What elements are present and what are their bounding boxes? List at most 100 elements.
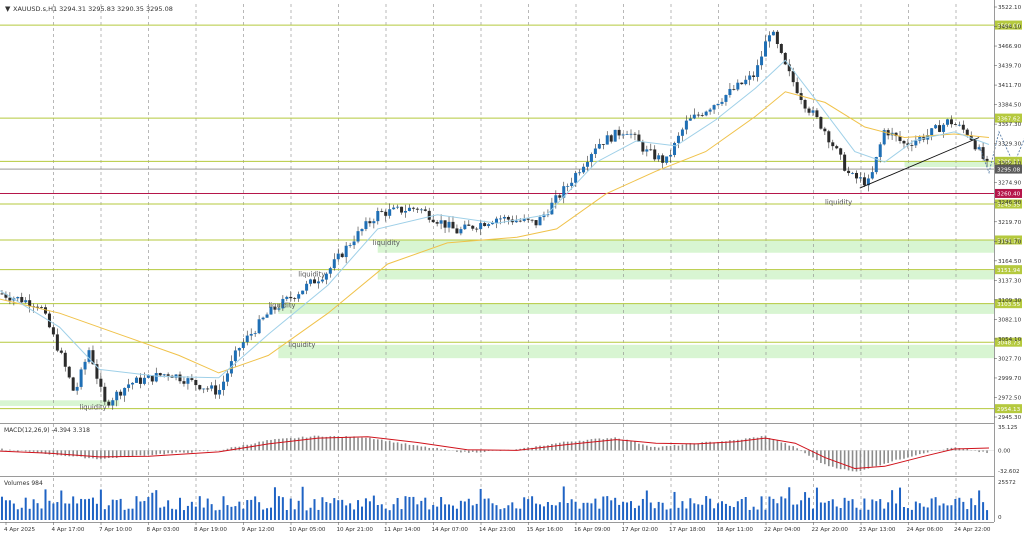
candle-body [942, 124, 946, 132]
candle-body [146, 375, 150, 378]
price-levels[interactable] [0, 24, 994, 410]
candle-body [795, 82, 799, 94]
candle [938, 120, 942, 133]
candle-body [447, 221, 451, 228]
macd-tick-label: 35.125 [998, 425, 1018, 431]
time-tick-label: 24 Apr 22:00 [954, 527, 991, 533]
candle [866, 174, 870, 192]
candle-body [376, 211, 380, 222]
candle [945, 118, 949, 127]
candle [301, 290, 305, 295]
candle [862, 172, 866, 187]
candle [930, 128, 934, 141]
candle [712, 104, 716, 114]
candle-body [174, 374, 178, 378]
candle [847, 166, 851, 176]
candle-body [902, 140, 906, 144]
candle-body [835, 146, 839, 149]
price-tick-label: 3439.70 [998, 64, 1022, 70]
candle [823, 126, 827, 136]
candle [843, 151, 847, 172]
candle [752, 71, 756, 81]
candle-body [973, 140, 977, 150]
price-tick-label: 3109.30 [998, 298, 1022, 304]
candle [692, 108, 696, 120]
candle-body [79, 369, 83, 387]
candle [894, 131, 898, 142]
candle [961, 120, 965, 134]
price-tick-label: 3246.90 [998, 200, 1022, 206]
time-tick-label: 4 Apr 2025 [4, 527, 35, 533]
candle [530, 219, 534, 223]
triangle-down-icon[interactable]: ▼ [5, 5, 11, 13]
trend-drawings[interactable] [859, 104, 1024, 189]
candle-body [807, 108, 811, 113]
price-tick-label: 3466.90 [998, 44, 1022, 50]
candle-body [293, 298, 297, 299]
candle-body [819, 117, 823, 129]
candle [435, 220, 439, 227]
liquidity-label: liquidity [825, 198, 852, 206]
candle [716, 103, 720, 107]
candle-body [906, 143, 910, 146]
candle [36, 304, 40, 311]
candle [657, 153, 661, 162]
candle-body [360, 229, 364, 232]
candle [309, 278, 313, 287]
candle [75, 382, 79, 395]
moving-averages [0, 59, 990, 379]
candle [451, 216, 455, 229]
candle-body [760, 56, 764, 66]
time-tick-label: 8 Apr 03:00 [147, 527, 180, 533]
candle [562, 181, 566, 204]
candle-body [498, 218, 502, 220]
candle [400, 206, 404, 215]
candle-body [625, 134, 629, 135]
candle-body [752, 75, 756, 77]
candle-body [249, 333, 253, 336]
candle [59, 347, 63, 355]
candle-body [617, 129, 621, 136]
price-tick-label: 3027.70 [998, 356, 1022, 362]
candle [653, 145, 657, 162]
candle-body [613, 129, 617, 142]
candle [439, 214, 443, 230]
time-tick-label: 16 Apr 09:00 [574, 527, 611, 533]
time-tick-label: 15 Apr 16:00 [527, 527, 564, 533]
candle [609, 134, 613, 144]
candle-body [138, 377, 142, 384]
candle [123, 387, 127, 402]
candle [803, 98, 807, 113]
candle [815, 108, 819, 119]
candle-body [945, 119, 949, 125]
candle-body [550, 202, 554, 215]
candle-body [764, 41, 768, 57]
candle [63, 350, 67, 372]
candle-body [471, 225, 475, 229]
candle-body [289, 296, 293, 299]
candle-body [372, 221, 376, 224]
candle-body [265, 314, 269, 318]
price-tick-label: 3137.30 [998, 278, 1022, 284]
price-level-badge [995, 156, 1022, 166]
candle-body [392, 207, 396, 210]
time-axis[interactable]: 4 Apr 2025 4 Apr 17:00 7 Apr 10:00 8 Apr 03… [4, 522, 991, 533]
candle-body [740, 82, 744, 85]
candle-body [862, 177, 866, 186]
candle [277, 303, 281, 312]
candle-body [150, 375, 154, 382]
candle-body [483, 223, 487, 227]
price-tick-label: 3494.10 [998, 25, 1022, 31]
candle-body [558, 195, 562, 198]
candle-body [233, 350, 237, 362]
candle-body [182, 381, 186, 384]
candle-body [273, 306, 277, 310]
candle-body [67, 366, 71, 378]
candle-body [494, 218, 498, 224]
candle [380, 208, 384, 213]
candle-body [475, 228, 479, 230]
candle [589, 152, 593, 169]
candle [419, 208, 423, 214]
